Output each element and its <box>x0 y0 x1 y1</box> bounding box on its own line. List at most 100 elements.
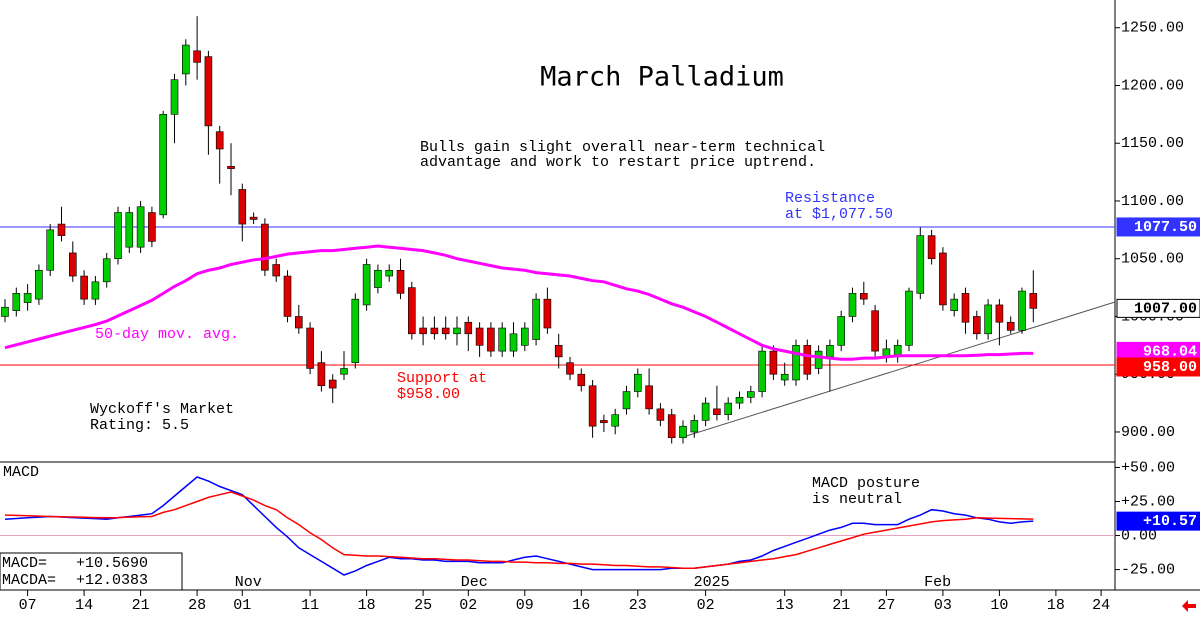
month-label: Feb <box>924 574 951 591</box>
x-tick-label: 24 <box>1092 597 1110 614</box>
candle-body <box>577 373 586 387</box>
candle-body <box>249 216 258 220</box>
x-tick-label: 21 <box>132 597 150 614</box>
candle-body <box>758 350 766 392</box>
candle-body <box>441 327 450 335</box>
candle-body <box>667 414 676 439</box>
annotation: MACD posture <box>812 475 920 492</box>
y-tick-label: -25.00 <box>1121 562 1175 579</box>
candle-body <box>328 379 337 389</box>
candle-body <box>837 316 846 346</box>
candle-body <box>1 306 9 317</box>
candle-body <box>995 304 1004 323</box>
x-tick-label: 18 <box>1047 597 1065 614</box>
candle-body <box>645 385 653 410</box>
candle-body <box>972 316 981 335</box>
x-tick-label: 27 <box>877 597 895 614</box>
candle-body <box>803 345 812 375</box>
value-box <box>1116 357 1200 377</box>
candle-body <box>351 298 360 363</box>
x-tick-label: 10 <box>990 597 1008 614</box>
candle-body <box>950 298 959 311</box>
candle-body <box>713 408 721 415</box>
y-tick-label: 0.00 <box>1121 528 1157 545</box>
candle-body <box>690 420 699 433</box>
candle-body <box>340 368 348 375</box>
value-box <box>1116 298 1200 318</box>
value-box-label: 968.04 <box>1143 343 1197 360</box>
y-tick-label: +50.00 <box>1121 459 1175 476</box>
x-tick-label: 21 <box>832 597 850 614</box>
candle-body <box>859 293 868 300</box>
x-tick-label: 13 <box>776 597 794 614</box>
candle-body <box>374 269 382 288</box>
x-tick-label: 28 <box>188 597 206 614</box>
candle-body <box>91 281 100 300</box>
candle-body <box>622 391 631 410</box>
candle-body <box>407 287 416 335</box>
candle-body <box>939 252 947 306</box>
scroll-arrow[interactable] <box>1182 600 1196 612</box>
candle-body <box>317 362 326 387</box>
candle-body <box>12 293 21 311</box>
x-tick-label: 14 <box>75 597 93 614</box>
x-tick-label: 16 <box>572 597 590 614</box>
candle-body <box>238 189 247 225</box>
candle-body <box>227 166 235 169</box>
series-line <box>4 244 1034 361</box>
candle-body <box>600 420 608 424</box>
candle-body <box>306 327 314 369</box>
x-tick-label: 02 <box>459 597 477 614</box>
candle-body <box>746 391 755 398</box>
candle-body <box>554 345 563 358</box>
month-label: Nov <box>235 574 262 591</box>
value-box-label: 1007.00 <box>1134 300 1197 317</box>
annotation: at $1,077.50 <box>785 206 893 223</box>
x-tick-label: 09 <box>516 597 534 614</box>
candle-body <box>464 321 473 335</box>
candle-body <box>385 269 394 277</box>
candle-body <box>1029 293 1038 309</box>
value-box <box>1116 511 1200 531</box>
series-line <box>4 476 1034 576</box>
readout-box <box>0 552 183 591</box>
candle-body <box>780 373 789 381</box>
candle-body <box>588 385 597 427</box>
candle-body <box>735 397 744 404</box>
subtitle: Bulls gain slight overall near-term tech… <box>420 139 825 156</box>
candle-body <box>532 298 540 340</box>
candle-body <box>170 79 179 115</box>
y-tick-label: +25.00 <box>1121 493 1175 510</box>
candle-body <box>419 327 427 335</box>
candle-body <box>396 269 405 294</box>
x-tick-label: 03 <box>934 597 952 614</box>
readout-label: MACD= <box>2 555 47 572</box>
candle-body <box>905 290 913 346</box>
candle-body <box>114 212 122 260</box>
value-box-label: +10.57 <box>1143 513 1197 530</box>
candle-body <box>509 333 518 352</box>
readout-value: +12.0383 <box>76 572 148 589</box>
panel-title: MACD <box>3 464 39 481</box>
candle-body <box>453 327 461 335</box>
candle-body <box>261 223 269 271</box>
value-box-label: 958.00 <box>1143 359 1197 376</box>
candle-body <box>520 327 529 346</box>
candle-body <box>215 131 224 150</box>
readout-label: MACDA= <box>2 572 56 589</box>
candle-body <box>1006 321 1015 331</box>
subtitle: advantage and work to restart price uptr… <box>420 154 816 171</box>
y-tick-label: 1150.00 <box>1121 135 1184 152</box>
candle-body <box>487 327 495 352</box>
x-tick-label: 01 <box>233 597 251 614</box>
candle-body <box>871 310 879 352</box>
candle-body <box>159 114 167 216</box>
y-tick-label: 1250.00 <box>1121 20 1184 37</box>
readout-value: +10.5690 <box>76 555 148 572</box>
candle-body <box>1018 290 1026 331</box>
candle-body <box>23 293 32 303</box>
month-label: Dec <box>461 574 488 591</box>
candle-body <box>848 293 857 317</box>
candle-body <box>566 362 574 375</box>
